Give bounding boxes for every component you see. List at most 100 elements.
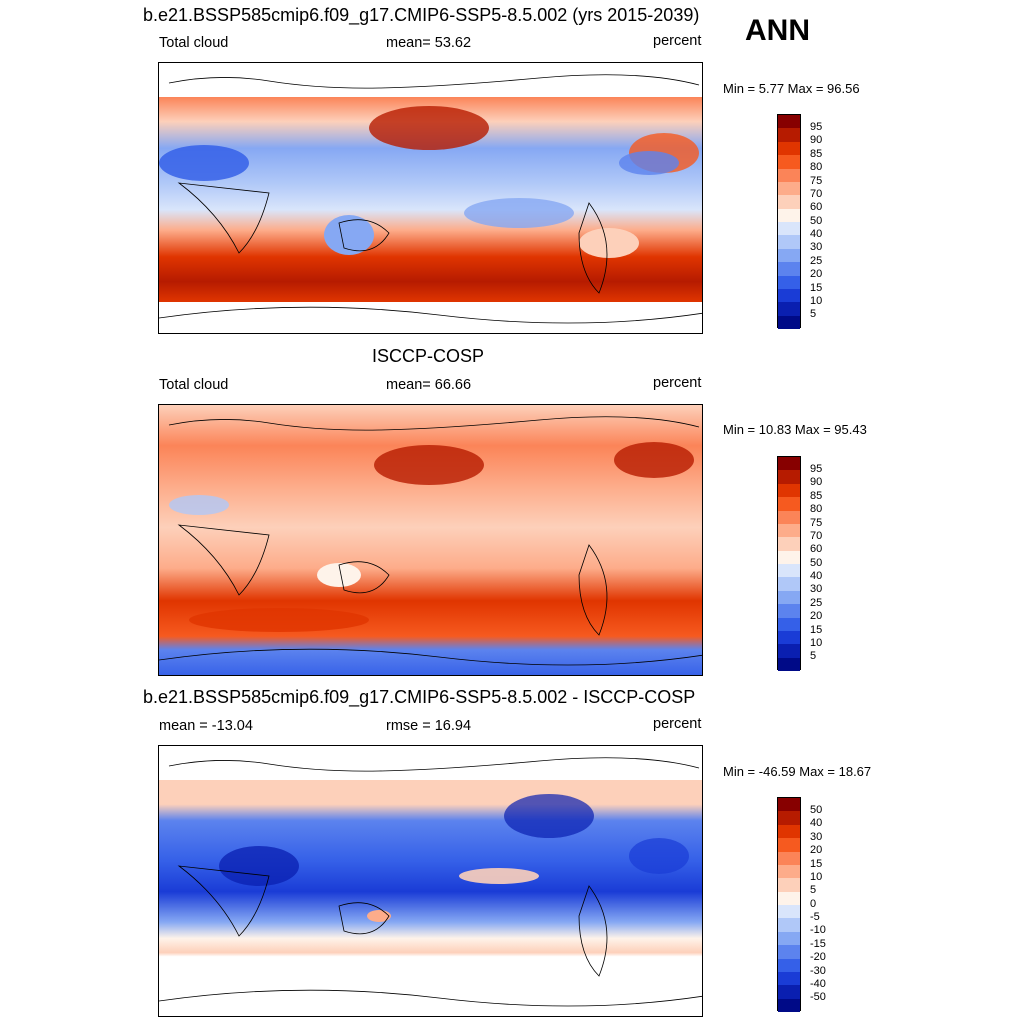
panel2-title: ISCCP-COSP [372,346,485,366]
panel3-colorbar-tick: 50 [810,804,823,816]
panel2-colorbar-tick: 95 [810,463,823,475]
panel2-colorbar-swatch [778,523,800,538]
panel3-colorbar-swatch [778,945,800,959]
panel1-title: b.e21.BSSP585cmip6.f09_g17.CMIP6-SSP5-8.… [143,5,700,25]
panel1-colorbar-tick: 75 [810,174,823,187]
panel3-colorbar-tick: 5 [810,884,817,897]
panel3-colorbar-swatch [778,985,800,999]
panel3-colorbar-tick: -10 [810,924,826,937]
panel3-title: b.e21.BSSP585cmip6.f09_g17.CMIP6-SSP5-8.… [143,687,696,707]
panel3-colorbar-tick: 30 [810,830,823,843]
panel2-colorbar-swatch [778,630,800,645]
panel3-colorbar-swatch [778,905,800,919]
panel3-colorbar-swatch [778,878,800,892]
panel2-colorbar [777,456,801,671]
panel3-colorbar-swatch [778,811,800,825]
panel3-colorbar-swatch [778,838,800,852]
panel1-colorbar-swatch [778,208,800,222]
panel2-colorbar-tick: 85 [810,489,823,502]
panel2-colorbar-tick: 75 [810,516,823,529]
panel1-map [158,62,703,334]
panel3-rmse-label: rmse = 16.94 [386,718,472,734]
panel1-mean-label: mean= 53.62 [386,35,472,51]
season-label: ANN [745,14,810,47]
panel2-colorbar-tick: 40 [810,570,823,582]
panel2-colorbar-swatch [778,657,800,671]
panel2-colorbar-swatch [778,644,800,658]
panel1-colorbar-swatch [778,195,800,209]
panel2-colorbar-tick: 25 [810,596,823,609]
panel2-colorbar-swatch [778,497,800,511]
panel1-colorbar-swatch [778,288,800,303]
panel2-variable-label: Total cloud [159,377,229,393]
panel1-colorbar-swatch [778,315,800,329]
panel2-colorbar-tick: 15 [810,623,823,636]
panel3-colorbar [777,797,801,1012]
panel2-colorbar-tick: 30 [810,583,823,596]
panel3-colorbar-tick: -15 [810,937,826,950]
panel3-colorbar-swatch [778,931,800,946]
panel3-units-label: percent [653,716,702,732]
panel3-map-field [159,757,702,1007]
panel1-map-field [159,74,702,324]
panel3-colorbar-swatch [778,824,800,839]
panel3-colorbar-swatch [778,864,800,879]
panel3-colorbar-tick: 20 [810,844,823,857]
panel3-colorbar-tick: -40 [810,977,826,990]
panel1-colorbar-tick: 60 [810,201,823,214]
panel2-colorbar-tick: 10 [810,636,823,649]
panel2-colorbar-swatch [778,457,800,471]
panel3-colorbar-swatch [778,971,800,986]
panel3-colorbar-tick: 0 [810,897,817,910]
panel1-colorbar [777,114,801,329]
panel2-colorbar-swatch [778,483,800,498]
panel2-colorbar-swatch [778,510,800,524]
panel1-colorbar-swatch [778,302,800,316]
panel1-colorbar-swatch [778,128,800,142]
panel1-colorbar-swatch [778,181,800,196]
panel3-colorbar-swatch [778,891,800,905]
panel3-colorbar-swatch [778,851,800,865]
panel2-minmax: Min = 10.83 Max = 95.43 [723,422,867,437]
panel1-colorbar-tick: 40 [810,228,823,240]
panel1-colorbar-swatch [778,235,800,249]
panel2-colorbar-swatch [778,577,800,591]
panel2-colorbar-tick: 90 [810,476,823,489]
panel3-colorbar-tick: -50 [810,991,826,1004]
panel1-colorbar-tick: 30 [810,241,823,254]
panel1-colorbar-swatch [778,248,800,263]
panel3-colorbar-tick: 15 [810,857,823,870]
panel1-colorbar-tick: 15 [810,281,823,294]
panel1-colorbar-tick: 70 [810,187,823,200]
panel2-colorbar-swatch [778,604,800,618]
panel2-colorbar-tick: 5 [810,650,817,663]
panel3-colorbar-swatch [778,798,800,812]
panel3-colorbar-tick: -5 [810,911,820,923]
panel1-colorbar-swatch [778,141,800,156]
panel2-colorbar-tick: 70 [810,529,823,542]
panel1-colorbar-swatch [778,115,800,129]
panel3-colorbar-swatch [778,958,800,972]
panel2-map [158,404,703,676]
panel2-units-label: percent [653,375,702,391]
panel3-colorbar-swatch [778,918,800,932]
panel3-mean-label: mean = -13.04 [159,718,253,734]
panel2-colorbar-tick: 50 [810,556,823,569]
panel1-colorbar-tick: 85 [810,147,823,160]
panel2-colorbar-swatch [778,564,800,578]
panel3-colorbar-swatch [778,998,800,1012]
panel1-colorbar-swatch [778,275,800,289]
panel2-colorbar-swatch [778,550,800,564]
panel3-colorbar-tick: 10 [810,870,823,883]
panel1-variable-label: Total cloud [159,35,229,51]
panel3-colorbar-tick: 40 [810,817,823,830]
panel1-colorbar-swatch [778,222,800,236]
panel2-colorbar-swatch [778,617,800,631]
panel1-colorbar-tick: 90 [810,134,823,147]
panel1-units-label: percent [653,33,702,49]
panel3-colorbar-tick: -30 [810,964,826,977]
panel2-colorbar-tick: 60 [810,543,823,556]
panel1-colorbar-tick: 20 [810,268,823,281]
panel1-colorbar-tick: 25 [810,254,823,267]
panel2-mean-label: mean= 66.66 [386,377,472,393]
